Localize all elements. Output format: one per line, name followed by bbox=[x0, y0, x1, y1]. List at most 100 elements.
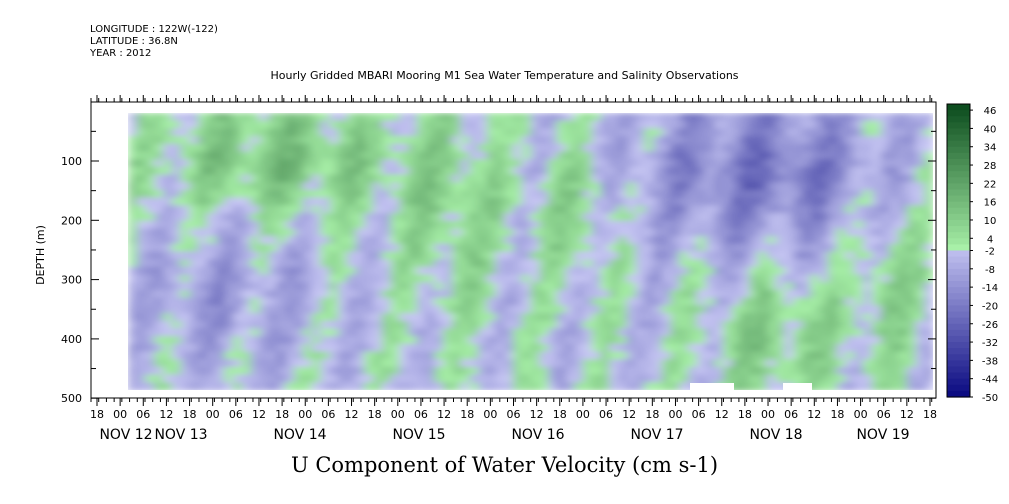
field-cell bbox=[731, 374, 742, 384]
field-cell bbox=[399, 174, 410, 184]
field-cell bbox=[171, 243, 182, 253]
field-cell bbox=[198, 143, 208, 153]
field-cell bbox=[836, 128, 847, 138]
field-cell bbox=[171, 290, 182, 299]
field-cell bbox=[609, 189, 620, 199]
field-cell bbox=[591, 297, 602, 307]
field-cell bbox=[898, 366, 908, 376]
field-cell bbox=[390, 189, 401, 199]
field-cell bbox=[530, 205, 541, 214]
field-cell bbox=[880, 136, 891, 145]
field-cell bbox=[128, 136, 138, 145]
field-cell bbox=[556, 382, 567, 390]
field-cell bbox=[504, 143, 515, 153]
field-cell bbox=[758, 197, 768, 207]
field-cell bbox=[250, 151, 261, 161]
field-cell bbox=[145, 159, 156, 168]
field-cell bbox=[653, 189, 663, 199]
field-cell bbox=[460, 282, 471, 291]
y-tick-label: 300 bbox=[61, 274, 82, 287]
field-cell bbox=[355, 251, 366, 261]
field-cell bbox=[478, 266, 488, 276]
field-cell bbox=[338, 320, 348, 330]
field-cell bbox=[793, 259, 803, 268]
field-cell bbox=[486, 174, 497, 184]
field-cell bbox=[364, 113, 375, 122]
field-cell bbox=[670, 266, 681, 276]
field-cell bbox=[294, 113, 305, 122]
field-cell bbox=[626, 351, 637, 361]
field-cell bbox=[180, 351, 191, 361]
field-cell bbox=[416, 143, 427, 153]
field-cell bbox=[241, 290, 252, 299]
field-cell bbox=[346, 220, 357, 230]
field-cell bbox=[539, 336, 550, 345]
field-cell bbox=[775, 336, 786, 345]
field-cell bbox=[591, 374, 602, 384]
field-cell bbox=[250, 282, 261, 291]
field-cell bbox=[259, 259, 270, 268]
field-cell bbox=[189, 128, 200, 138]
field-cell bbox=[854, 197, 865, 207]
field-cell bbox=[679, 297, 690, 307]
field-cell bbox=[600, 351, 611, 361]
colorbar-swatch bbox=[947, 317, 970, 325]
field-cell bbox=[294, 236, 305, 245]
field-cell bbox=[766, 151, 777, 161]
field-cell bbox=[478, 251, 488, 261]
field-cell bbox=[889, 159, 900, 168]
field-cell bbox=[679, 120, 690, 130]
field-cell bbox=[924, 336, 933, 345]
field-cell bbox=[320, 182, 331, 191]
field-cell bbox=[661, 305, 672, 315]
field-cell bbox=[609, 351, 620, 361]
field-cell bbox=[171, 113, 182, 122]
field-cell bbox=[731, 351, 742, 361]
x-hour-tick-label: 12 bbox=[345, 408, 359, 421]
colorbar-swatch bbox=[947, 342, 970, 349]
field-cell bbox=[451, 151, 462, 161]
field-cell bbox=[583, 189, 593, 199]
field-cell bbox=[355, 290, 366, 299]
field-cell bbox=[504, 113, 515, 122]
field-cell bbox=[828, 228, 838, 238]
field-cell bbox=[259, 166, 270, 176]
field-cell bbox=[653, 166, 663, 176]
colorbar-swatch bbox=[947, 311, 970, 319]
field-cell bbox=[758, 205, 768, 214]
field-cell bbox=[828, 213, 838, 222]
field-cell bbox=[399, 128, 410, 138]
field-cell bbox=[451, 343, 462, 353]
field-cell bbox=[679, 113, 690, 122]
field-cell bbox=[635, 328, 646, 338]
field-cell bbox=[311, 343, 322, 353]
field-cell bbox=[355, 266, 366, 276]
field-cell bbox=[836, 166, 847, 176]
field-cell bbox=[346, 159, 357, 168]
field-cell bbox=[381, 259, 392, 268]
field-cell bbox=[863, 143, 873, 153]
field-cell bbox=[766, 113, 777, 122]
field-cell bbox=[478, 336, 488, 345]
field-cell bbox=[565, 336, 576, 345]
field-cell bbox=[495, 359, 506, 368]
field-cell bbox=[329, 297, 340, 307]
field-cell bbox=[311, 336, 322, 345]
field-cell bbox=[696, 197, 707, 207]
colorbar-swatch bbox=[947, 360, 970, 368]
field-cell bbox=[705, 297, 716, 307]
field-cell bbox=[836, 374, 847, 384]
field-cell bbox=[469, 336, 480, 345]
field-cell bbox=[836, 143, 847, 153]
field-cell bbox=[714, 205, 725, 214]
field-cell bbox=[390, 220, 401, 230]
field-cell bbox=[609, 328, 620, 338]
field-cell bbox=[443, 282, 453, 291]
field-cell bbox=[443, 213, 453, 222]
field-cell bbox=[775, 274, 786, 284]
field-cell bbox=[259, 136, 270, 145]
field-cell bbox=[425, 328, 436, 338]
field-cell bbox=[329, 205, 340, 214]
field-cell bbox=[679, 159, 690, 168]
field-cell bbox=[399, 351, 410, 361]
